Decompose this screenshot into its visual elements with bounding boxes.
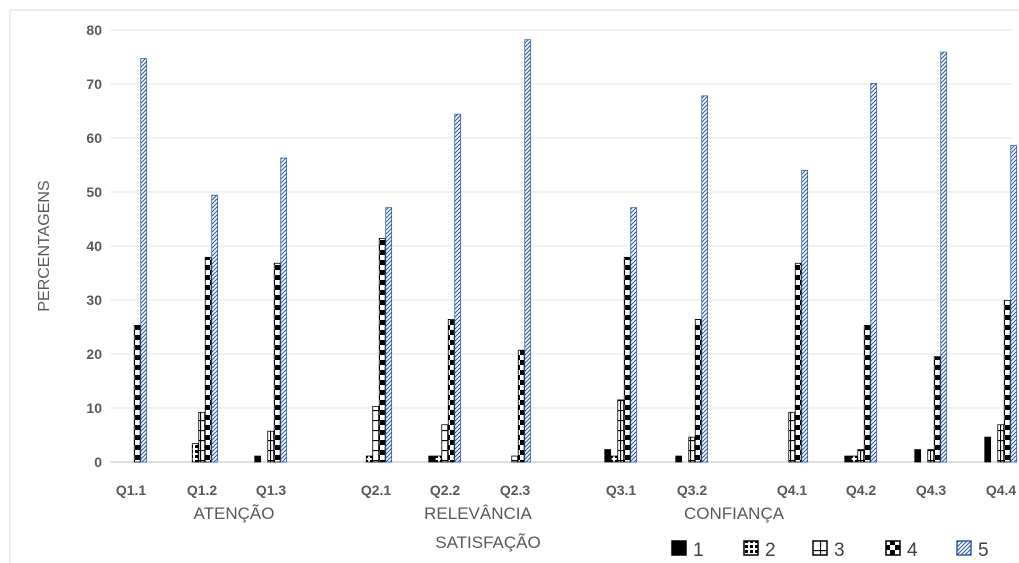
legend-swatch-2	[743, 540, 759, 556]
legend-label: 3	[834, 540, 845, 561]
x-tick-label: Q4.2	[846, 482, 877, 498]
legend-label: 2	[765, 540, 776, 561]
bar-series-3-Q4.4	[997, 424, 1005, 463]
bar-series-4-Q1.1	[133, 324, 141, 463]
bar-series-3-Q1.3	[267, 430, 275, 463]
group-label-secondary: SATISFAÇÃO	[435, 533, 541, 552]
x-tick-label: Q4.3	[916, 482, 947, 498]
bar-series-3-Q3.1	[617, 399, 625, 463]
legend-swatch-3	[812, 540, 828, 556]
bar-series-5-Q4.1	[801, 169, 809, 463]
bar-series-3-Q3.2	[688, 436, 696, 463]
bar-series-3-Q4.1	[788, 411, 796, 463]
bar-series-5-Q1.3	[280, 157, 288, 463]
group-label: ATENÇÃO	[194, 504, 275, 523]
bar-series-3-Q2.3	[511, 455, 519, 463]
bar-series-4-Q1.3	[273, 262, 281, 463]
bar-series-4-Q2.1	[378, 238, 386, 463]
y-tick-label: 40	[86, 238, 102, 254]
bar-series-1-Q4.4	[984, 436, 992, 463]
x-tick-label: Q2.3	[500, 482, 531, 498]
x-tick-label: Q2.1	[361, 482, 392, 498]
bar-series-5-Q1.1	[140, 58, 148, 463]
x-tick-label: Q3.1	[606, 482, 637, 498]
bar-series-4-Q3.1	[623, 256, 631, 463]
bar-series-3-Q2.2	[441, 424, 449, 463]
y-tick-label: 0	[94, 454, 102, 470]
bar-series-2-Q2.2	[434, 455, 442, 463]
y-tick-label: 50	[86, 184, 102, 200]
bar-series-5-Q4.2	[870, 83, 878, 463]
x-tick-label: Q3.2	[677, 482, 708, 498]
y-tick-label: 20	[86, 346, 102, 362]
y-tick-label: 80	[86, 22, 102, 38]
bar-series-4-Q2.2	[447, 319, 455, 463]
y-tick-label: 30	[86, 292, 102, 308]
legend-label: 5	[978, 540, 989, 561]
legend-swatch-1	[671, 540, 687, 556]
bar-series-1-Q4.3	[914, 449, 922, 463]
bar-series-5-Q4.4	[1010, 145, 1018, 463]
bar-series-4-Q4.3	[933, 356, 941, 463]
bar-series-1-Q3.1	[604, 449, 612, 463]
x-tick-label: Q1.3	[256, 482, 287, 498]
group-labels: ATENÇÃO RELEVÂNCIA CONFIANÇA SATISFAÇÃO	[194, 504, 785, 552]
bar-series-2-Q2.1	[365, 455, 373, 463]
tick-labels: 0 10 20 30 40 50 60 70 80 Q1.1 Q1.2 Q1.3 Q2.1 Q2.2 Q2.…	[86, 22, 1016, 498]
bar-series-1-Q4.2	[844, 455, 852, 463]
bar-series-4-Q4.2	[863, 324, 871, 463]
legend-label: 1	[693, 540, 704, 561]
bar-series-5-Q3.1	[630, 207, 638, 463]
bar-series-2-Q3.1	[610, 455, 618, 463]
bar-series-5-Q3.2	[701, 95, 709, 463]
y-tick-label: 60	[86, 130, 102, 146]
group-label: CONFIANÇA	[684, 504, 785, 523]
bar-series-3-Q4.3	[927, 449, 935, 463]
bar-series-4-Q2.3	[517, 349, 525, 463]
bar-series-5-Q2.1	[385, 207, 393, 463]
bar-series-2-Q4.2	[850, 455, 858, 463]
x-tick-label: Q1.2	[187, 482, 218, 498]
group-label: RELEVÂNCIA	[424, 504, 532, 523]
x-tick-label: Q2.2	[430, 482, 461, 498]
x-tick-label: Q4.4	[986, 482, 1017, 498]
bar-series-5-Q2.3	[524, 39, 532, 463]
bar-series-4-Q4.4	[1003, 300, 1011, 463]
y-tick-label: 70	[86, 76, 102, 92]
legend: 1 2 3 4 5	[671, 540, 989, 561]
x-tick-label: Q1.1	[116, 482, 147, 498]
bar-series-5-Q4.3	[940, 51, 948, 463]
legend-swatch-5	[956, 540, 972, 556]
legend-swatch-4	[885, 540, 901, 556]
bar-series-1-Q2.2	[428, 455, 436, 463]
bar-series-5-Q2.2	[454, 113, 462, 463]
x-tick-label: Q4.1	[777, 482, 808, 498]
bar-series-3-Q4.2	[857, 449, 865, 463]
bar-series-1-Q1.3	[254, 455, 262, 463]
bar-series-4-Q3.2	[694, 319, 702, 463]
bar-series-4-Q1.2	[204, 256, 212, 463]
bar-series-2-Q1.2	[191, 443, 199, 463]
bar-series-3-Q2.1	[372, 405, 380, 463]
y-axis-title: PERCENTAGENS	[36, 180, 53, 311]
bar-series-1-Q3.2	[675, 455, 683, 463]
bar-series-5-Q1.2	[211, 194, 219, 463]
bar-series-3-Q1.2	[198, 411, 206, 463]
bar-series-4-Q4.1	[794, 262, 802, 463]
bars	[133, 39, 1018, 463]
y-tick-label: 10	[86, 400, 102, 416]
legend-label: 4	[907, 540, 918, 561]
